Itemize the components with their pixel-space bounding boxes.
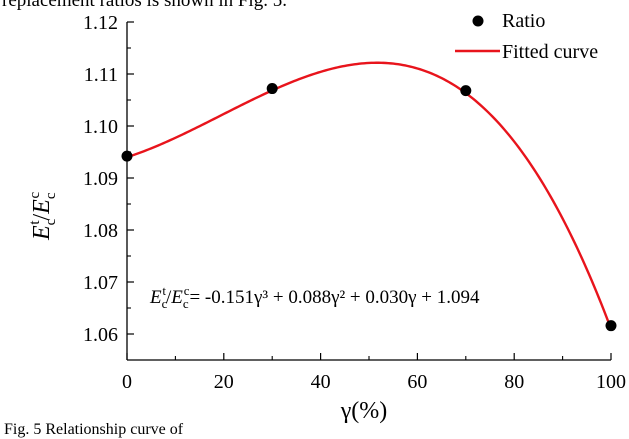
y-tick-label: 1.12 [83, 12, 118, 34]
legend-label-ratio: Ratio [502, 10, 545, 32]
ratio-data-point [266, 83, 278, 95]
legend-label-fitted-curve: Fitted curve [502, 41, 598, 63]
points-layer [121, 83, 617, 332]
x-tick-label: 40 [311, 371, 331, 393]
legend: Ratio Fitted curve [455, 10, 598, 63]
y-tick-label: 1.11 [84, 64, 118, 86]
ratio-data-point [605, 320, 617, 332]
ratio-data-point [121, 150, 133, 162]
x-tick-label: 60 [407, 371, 427, 393]
ratio-data-point [460, 85, 472, 97]
x-tick-label: 20 [214, 371, 234, 393]
x-tick-label: 80 [504, 371, 524, 393]
legend-marker-ratio [472, 15, 484, 27]
y-tick-label: 1.07 [83, 272, 118, 294]
labels-layer: Ect/Ecc γ(%) Ect/Ecc= -0.151γ³ + 0.088γ² +… [27, 191, 480, 424]
x-axis-label: γ(%) [340, 398, 388, 424]
y-tick-label: 1.10 [83, 116, 118, 138]
axes-layer: 0 20 40 60 80 100 1.06 1.07 1.08 1.09 1.10 1.11 1.12 [83, 12, 626, 393]
x-tick-label: 100 [596, 371, 626, 393]
curve-layer [126, 61, 613, 330]
y-axis-label: Ect/Ecc [27, 191, 59, 241]
x-tick-label: 0 [122, 371, 132, 393]
fit-equation: Ect/Ecc= -0.151γ³ + 0.088γ² + 0.030γ + 1… [149, 283, 480, 311]
top-cut-text: replacement ratios is shown in Fig. 5. [2, 0, 287, 11]
y-tick-label: 1.06 [83, 324, 118, 346]
fitted-curve-line [126, 61, 613, 330]
y-tick-label: 1.08 [83, 220, 118, 242]
y-tick-label: 1.09 [83, 168, 118, 190]
